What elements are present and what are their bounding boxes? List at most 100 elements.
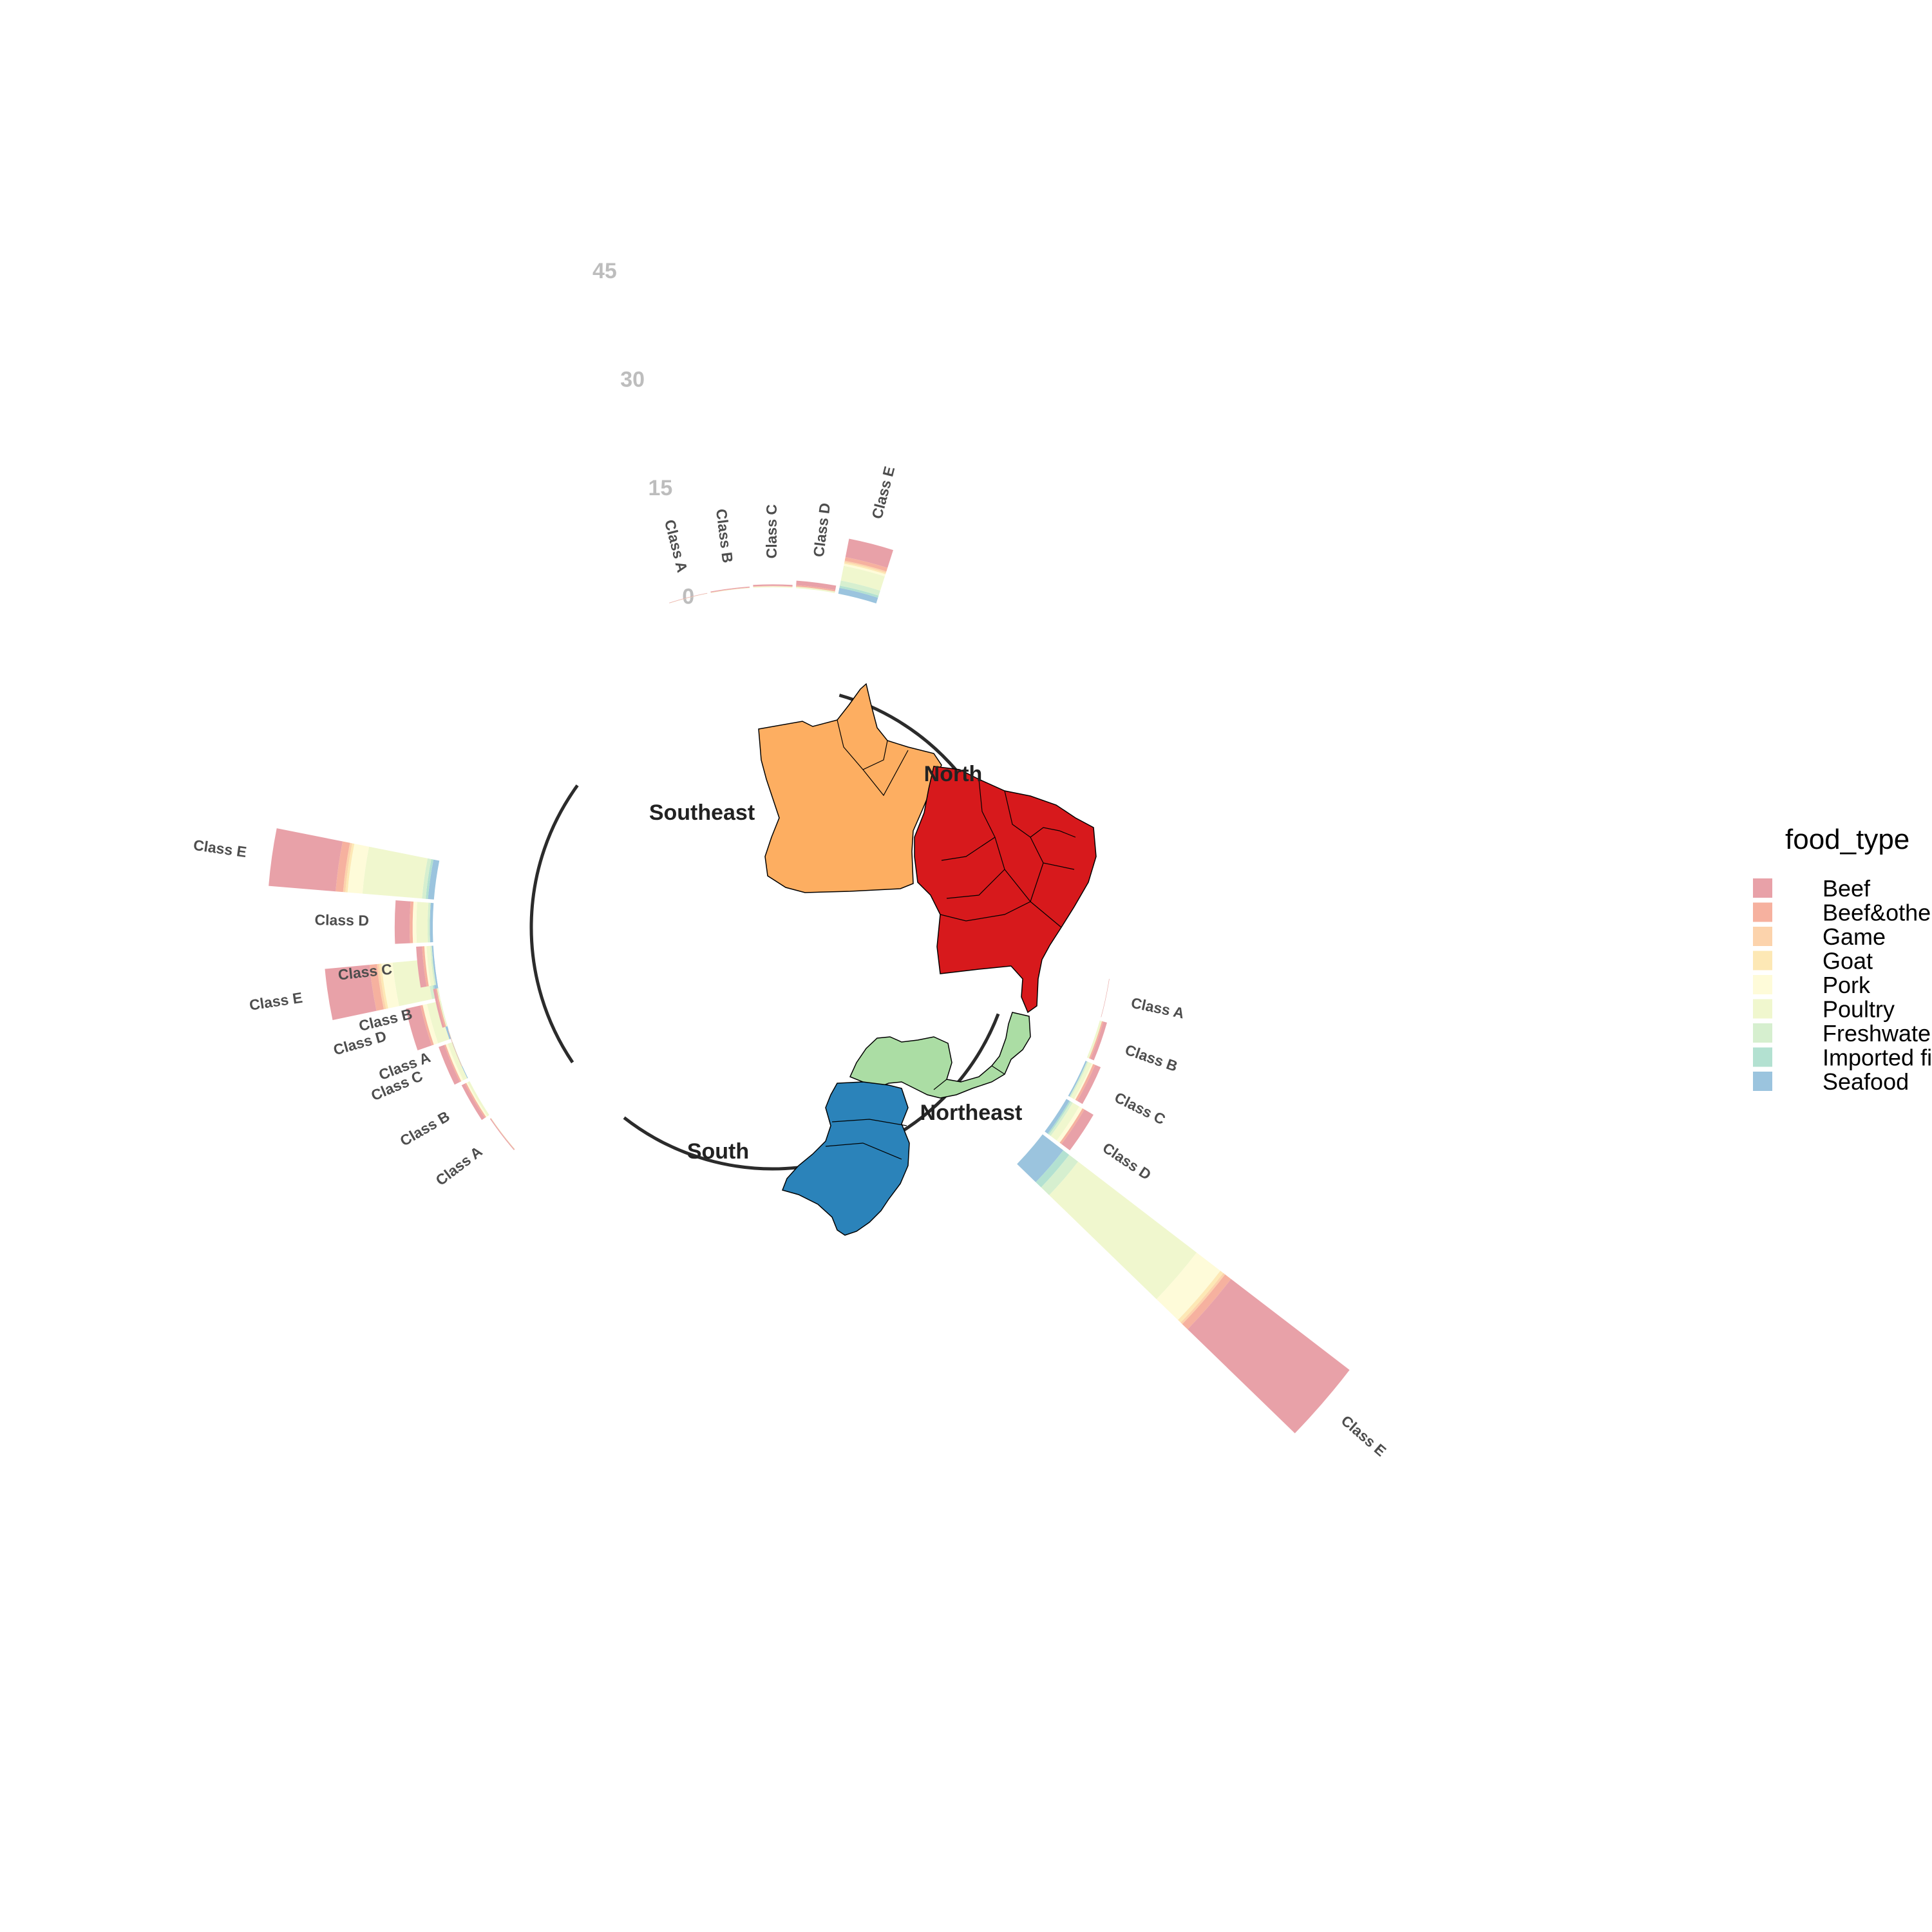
class-label: Class A — [1130, 994, 1186, 1022]
bar-segment-beef — [845, 538, 893, 568]
bar-segment-beef-others — [710, 587, 750, 593]
bar-segment-game — [343, 842, 352, 893]
map-region-south-border — [825, 1119, 907, 1160]
bar-segment-seafood — [431, 945, 438, 985]
bar-segment-beef — [1188, 1278, 1350, 1434]
bar-segment-freshwater-fish — [422, 858, 431, 899]
region-label: Southeast — [649, 800, 755, 825]
group-arc — [623, 1116, 799, 1171]
class-label: Class D — [1100, 1139, 1155, 1183]
bar-segment-imported-fish — [839, 585, 879, 598]
map-region-south — [782, 1081, 910, 1236]
bar-segment-beef-others — [369, 964, 384, 1011]
bar-segment-poultry — [437, 988, 448, 1027]
legend-swatch — [1753, 1023, 1772, 1043]
bar-segment-pork — [1156, 1253, 1220, 1320]
class-label: Class E — [868, 464, 898, 520]
bar-segment-beef — [416, 946, 427, 988]
bar-segment-poultry — [795, 586, 835, 593]
bar-segment-beef-others — [1075, 1064, 1095, 1101]
bar-segment-beef-others — [1059, 1108, 1084, 1144]
bar-segment-beef-others — [410, 901, 414, 943]
bar-segment-pork — [844, 564, 886, 577]
map-region-north — [758, 683, 942, 893]
bar-segment-poultry — [1086, 1020, 1103, 1059]
bar-segment-poultry — [840, 565, 885, 591]
bar-segment-poultry — [426, 1001, 450, 1043]
map-region-northeast — [914, 766, 1097, 1014]
bar-segment-imported-fish — [1036, 1150, 1070, 1188]
region-label: Northeast — [920, 1101, 1023, 1125]
legend-label: Goat — [1823, 948, 1873, 974]
legend-label: Poultry — [1823, 996, 1895, 1023]
legend-label: Beef&othe — [1823, 900, 1931, 926]
bar-segment-goat — [345, 843, 355, 893]
bar-segment-beef-others — [490, 1118, 515, 1150]
region-map — [758, 683, 1097, 1236]
radial-tick-label: 0 — [682, 585, 694, 609]
bar-segment-imported-fish — [426, 859, 434, 899]
bar-segment-goat — [379, 963, 388, 1009]
map-region-southeast-border — [933, 1065, 1005, 1090]
radial-axis-ticks: 0 15 30 45 — [592, 259, 694, 609]
bar-segment-seafood — [1045, 1099, 1070, 1134]
bar-segment-beef-others — [444, 1044, 462, 1083]
bar-segment-beef-others — [422, 946, 429, 987]
radial-tick-label: 30 — [620, 368, 645, 392]
bar-segment-imported-fish — [1047, 1101, 1071, 1135]
bar-segment-beef — [1090, 1021, 1107, 1061]
bar-segment-beef — [710, 586, 750, 592]
class-label: Class B — [397, 1108, 453, 1150]
class-label: Class B — [1123, 1041, 1180, 1075]
legend-label: Freshwate — [1823, 1020, 1931, 1046]
bar-segment-goat — [844, 562, 886, 574]
bar-segment-freshwater-fish — [1041, 1155, 1079, 1195]
bar-segment-pork — [381, 962, 399, 1009]
legend-swatch — [1753, 951, 1772, 971]
stacked-bars — [269, 538, 1350, 1434]
legend-swatch — [1753, 927, 1772, 946]
bar-segment-seafood — [838, 587, 878, 603]
bar-segment-freshwater-fish — [427, 902, 431, 943]
bar-segment-beef — [461, 1083, 485, 1121]
bar-segment-poultry — [491, 1118, 515, 1150]
class-label: Class E — [248, 989, 303, 1014]
class-label: Class E — [1338, 1412, 1390, 1459]
bar-segment-pork — [412, 902, 417, 943]
bar-segment-poultry — [710, 587, 750, 593]
bar-segment-beef — [753, 584, 793, 587]
bar-segment-poultry — [426, 945, 435, 986]
bar-segment-poultry — [1070, 1061, 1092, 1099]
bar-segment-pork — [466, 1082, 488, 1117]
bar-segment-poultry — [468, 1081, 489, 1117]
bar-segment-beef — [489, 1118, 515, 1150]
bar-segment-seafood — [1017, 1134, 1064, 1182]
class-label: Class C — [763, 504, 780, 558]
class-label: Class B — [713, 508, 736, 564]
legend-title: food_type — [1785, 824, 1909, 855]
bar-segment-game — [1180, 1273, 1226, 1325]
bar-segment-poultry — [362, 846, 428, 899]
radial-tick-label: 15 — [649, 476, 673, 500]
bar-segment-poultry — [753, 586, 793, 588]
bar-segment-pork — [753, 586, 793, 587]
map-region-north-border — [837, 719, 909, 797]
bar-segment-beef — [433, 989, 445, 1028]
bar-segment-poultry — [448, 1029, 463, 1066]
legend-swatch — [1753, 1047, 1772, 1067]
class-label: Class A — [433, 1143, 486, 1189]
legend-label: Seafood — [1823, 1068, 1909, 1095]
bar-segment-beef-others — [796, 585, 836, 592]
legend-swatch — [1753, 975, 1772, 994]
bar-segment-beef-others — [420, 1005, 434, 1046]
legend-label: Beef — [1823, 875, 1871, 902]
region-labels: Southeast North Northeast South — [649, 762, 1023, 1164]
legend-swatch — [1753, 999, 1772, 1019]
legend-label: Game — [1823, 923, 1886, 950]
bar-segment-beef-others — [464, 1083, 486, 1118]
legend-swatch — [1753, 878, 1772, 898]
bar-segment-beef — [448, 1029, 462, 1067]
bar-segment-beef-others — [1089, 1021, 1104, 1059]
bar-segment-freshwater-fish — [840, 580, 880, 596]
